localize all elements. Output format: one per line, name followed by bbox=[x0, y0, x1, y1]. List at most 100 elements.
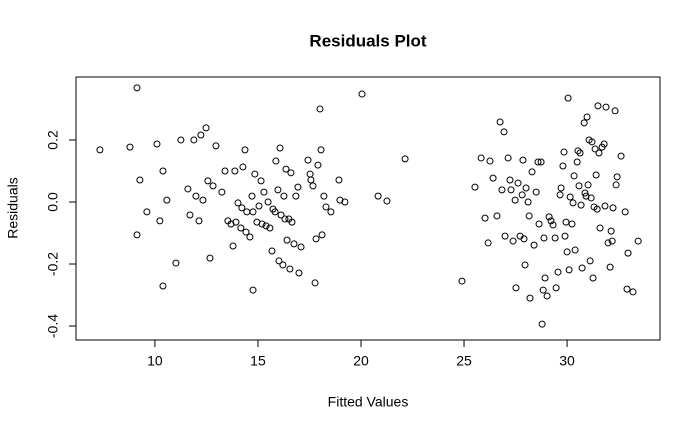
point bbox=[496, 118, 504, 126]
point bbox=[591, 145, 599, 153]
point bbox=[501, 232, 509, 240]
point bbox=[316, 105, 324, 113]
point bbox=[623, 285, 631, 293]
point bbox=[629, 288, 637, 296]
point bbox=[540, 234, 548, 242]
point bbox=[159, 282, 167, 290]
point bbox=[532, 188, 540, 196]
point bbox=[595, 149, 603, 157]
point bbox=[609, 204, 617, 212]
point bbox=[163, 196, 171, 204]
point bbox=[358, 90, 366, 98]
point bbox=[458, 277, 466, 285]
point bbox=[317, 146, 325, 154]
point bbox=[593, 205, 601, 213]
point bbox=[560, 148, 568, 156]
chart-title: Residuals Plot bbox=[309, 31, 426, 50]
point bbox=[535, 220, 543, 228]
point bbox=[624, 249, 632, 257]
point bbox=[276, 144, 284, 152]
point bbox=[295, 269, 303, 277]
point bbox=[545, 213, 553, 221]
point bbox=[136, 176, 144, 184]
point bbox=[541, 274, 549, 282]
point bbox=[277, 211, 285, 219]
point bbox=[551, 234, 559, 242]
x-tick-label: 20 bbox=[353, 353, 369, 369]
point bbox=[335, 176, 343, 184]
point bbox=[297, 243, 305, 251]
point bbox=[264, 198, 272, 206]
x-tick-label: 25 bbox=[456, 353, 472, 369]
point bbox=[556, 191, 564, 199]
point bbox=[260, 188, 268, 196]
point bbox=[229, 242, 237, 250]
point bbox=[283, 236, 291, 244]
x-tick-label: 10 bbox=[147, 353, 163, 369]
point bbox=[322, 203, 330, 211]
point bbox=[159, 167, 167, 175]
point bbox=[583, 113, 591, 121]
point bbox=[578, 264, 586, 272]
point bbox=[493, 212, 501, 220]
point bbox=[484, 239, 492, 247]
point bbox=[237, 224, 245, 232]
point bbox=[143, 208, 151, 216]
point bbox=[294, 183, 302, 191]
point bbox=[311, 279, 319, 287]
point bbox=[522, 184, 530, 192]
point bbox=[539, 286, 547, 294]
point bbox=[621, 208, 629, 216]
point bbox=[133, 84, 141, 92]
point bbox=[279, 261, 287, 269]
point bbox=[238, 204, 246, 212]
point bbox=[266, 224, 274, 232]
point bbox=[612, 181, 620, 189]
point bbox=[576, 149, 584, 157]
point bbox=[607, 227, 615, 235]
point bbox=[519, 156, 527, 164]
point bbox=[588, 138, 596, 146]
point bbox=[246, 233, 254, 241]
point bbox=[288, 218, 296, 226]
point bbox=[526, 294, 534, 302]
point bbox=[241, 146, 249, 154]
point bbox=[255, 202, 263, 210]
point bbox=[327, 208, 335, 216]
point bbox=[318, 231, 326, 239]
point bbox=[234, 199, 242, 207]
point bbox=[401, 155, 409, 163]
point bbox=[507, 186, 515, 194]
point bbox=[592, 171, 600, 179]
point bbox=[218, 188, 226, 196]
point bbox=[471, 183, 479, 191]
point bbox=[248, 192, 256, 200]
point bbox=[511, 196, 519, 204]
point bbox=[374, 192, 382, 200]
point bbox=[133, 231, 141, 239]
x-tick-label: 30 bbox=[559, 353, 575, 369]
point bbox=[257, 177, 265, 185]
y-tick-label: 0.0 bbox=[45, 192, 61, 212]
point bbox=[249, 286, 257, 294]
point bbox=[290, 240, 298, 248]
point bbox=[383, 197, 391, 205]
point bbox=[192, 192, 200, 200]
point bbox=[584, 181, 592, 189]
point bbox=[608, 237, 616, 245]
point bbox=[530, 241, 538, 249]
point bbox=[538, 320, 546, 328]
point bbox=[575, 182, 583, 190]
point bbox=[280, 192, 288, 200]
y-tick-label: -0.4 bbox=[45, 314, 61, 338]
point bbox=[565, 266, 573, 274]
point bbox=[602, 103, 610, 111]
point bbox=[204, 177, 212, 185]
point bbox=[287, 169, 295, 177]
point bbox=[341, 198, 349, 206]
point bbox=[617, 152, 625, 160]
point bbox=[286, 265, 294, 273]
point bbox=[197, 131, 205, 139]
point bbox=[568, 220, 576, 228]
